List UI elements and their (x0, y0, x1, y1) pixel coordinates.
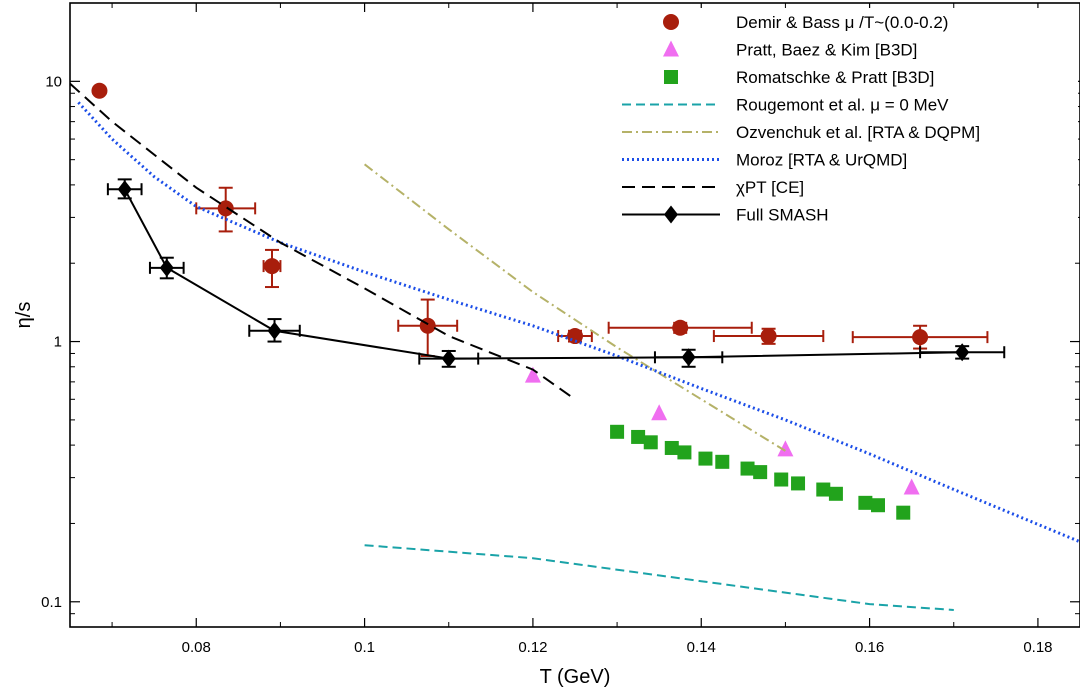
x-tick-label: 0.14 (687, 639, 716, 656)
data-point-circle (217, 200, 234, 217)
legend-background (612, 8, 1078, 248)
data-point-square (643, 435, 658, 450)
data-point-square (740, 461, 755, 476)
series-line (77, 101, 1080, 544)
data-point-square (677, 445, 692, 460)
series-line (69, 82, 576, 401)
data-point-square (631, 429, 646, 444)
data-point-triangle (651, 404, 668, 421)
y-tick-label: 10 (45, 73, 62, 90)
y-tick-label: 0.1 (41, 594, 62, 611)
series-line (123, 188, 963, 360)
data-point-square (774, 472, 789, 487)
data-point-square (828, 486, 843, 501)
data-point-square (715, 454, 730, 469)
axes-layer: 0.08 0.1 0.12 0.14 0.16 0.18 0.1 1 10 (41, 2, 1080, 656)
series (364, 544, 954, 611)
x-tick-label: 0.18 (1023, 639, 1052, 656)
data-point-square (858, 495, 873, 510)
data-point-square (698, 451, 713, 466)
data-point-square (896, 505, 911, 520)
legend-label: Pratt, Baez & Kim [B3D] (736, 41, 917, 60)
data-point-diamond (664, 205, 678, 224)
data-point-square (871, 498, 885, 513)
data-point-triangle (777, 440, 794, 457)
data-point-diamond (441, 349, 456, 368)
data-point-square (610, 424, 625, 439)
data-point-diamond (955, 343, 970, 362)
data-point-square (816, 482, 831, 497)
data-point-circle (663, 14, 679, 30)
data-point-triangle (663, 40, 679, 57)
data-point-square (664, 440, 679, 455)
data-point-diamond (267, 321, 282, 340)
data-point-triangle (903, 478, 920, 495)
x-tick-label: 0.12 (518, 639, 547, 656)
x-tick-label: 0.1 (354, 639, 375, 656)
data-point-circle (264, 258, 280, 275)
series (610, 424, 911, 520)
legend-label: χPT [CE] (736, 178, 804, 197)
series (363, 163, 786, 452)
data-point-diamond (117, 180, 132, 199)
legend: Demir & Bass μ /T~(0.0-0.2) Pratt, Baez &… (612, 8, 1078, 248)
data-point-circle (760, 328, 777, 345)
series-line (364, 544, 954, 611)
legend-label: Moroz [RTA & UrQMD] (736, 151, 907, 170)
series (69, 82, 576, 401)
x-tick-label: 0.16 (855, 639, 884, 656)
legend-label: Romatschke & Pratt [B3D] (736, 68, 934, 87)
x-tick-label: 0.08 (182, 639, 211, 656)
data-point-square (791, 476, 806, 491)
data-point-diamond (681, 348, 696, 367)
data-point-circle (91, 82, 108, 99)
series-layer (69, 82, 1080, 611)
data-point-diamond (159, 258, 174, 277)
data-point-square (753, 465, 768, 480)
legend-label: Rougemont et al. μ = 0 MeV (736, 96, 949, 115)
data-point-circle (912, 329, 929, 346)
x-axis-title: T (GeV) (540, 666, 611, 688)
data-point-square (664, 70, 678, 84)
series (106, 178, 1006, 368)
data-point-circle (672, 319, 689, 336)
plot-frame (69, 2, 1080, 628)
legend-label: Demir & Bass μ /T~(0.0-0.2) (736, 13, 948, 32)
data-point-triangle (524, 366, 541, 383)
y-tick-label: 1 (54, 334, 62, 351)
series (524, 366, 920, 495)
legend-label: Ozvenchuk et al. [RTA & DQPM] (736, 123, 980, 142)
y-axis-title: η/s (13, 302, 35, 329)
legend-label: Full SMASH (736, 206, 829, 225)
series-line (363, 163, 786, 452)
series (77, 101, 1080, 544)
